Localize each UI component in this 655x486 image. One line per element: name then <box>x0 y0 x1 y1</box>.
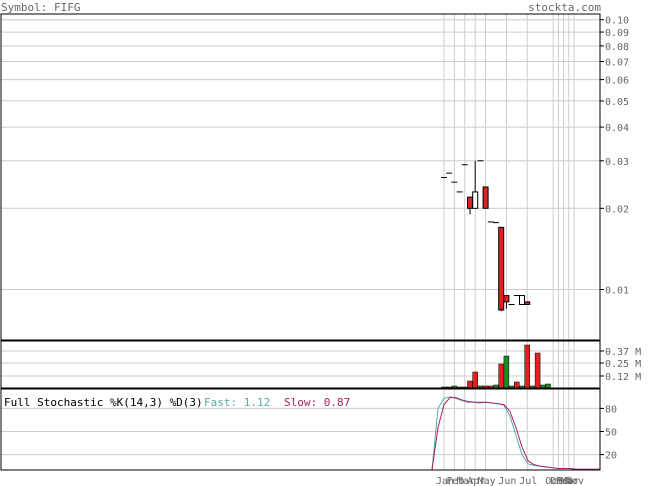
volume-bar <box>514 381 520 389</box>
y-tick-label: 0.07 <box>605 58 629 69</box>
candle-body <box>482 186 489 209</box>
x-tick-label: Jun <box>498 476 516 486</box>
y-tick-label: 0.01 <box>605 286 629 297</box>
candle-body <box>467 196 473 209</box>
y-tick-label: 0.12 M <box>605 372 641 383</box>
x-tick-label: Oct <box>545 476 563 486</box>
y-tick-label: 0.06 <box>605 76 629 87</box>
x-tick-label: Mar <box>561 476 579 486</box>
x-tick-label: May <box>478 476 496 486</box>
y-tick-label: 0.37 M <box>605 347 641 358</box>
x-tick-label: Dec <box>550 476 568 486</box>
volume-bar <box>534 352 541 389</box>
stochastic-line-slow <box>431 397 600 471</box>
stochastic-line-fast <box>431 396 600 471</box>
y-tick-label: 50 <box>605 428 617 439</box>
y-tick-label: 0.04 <box>605 123 629 134</box>
x-tick-label: Feb <box>446 476 464 486</box>
y-tick-label: 20 <box>605 451 617 462</box>
volume-bar <box>467 380 473 389</box>
site-label[interactable]: stockta.com <box>528 1 601 14</box>
volume-bar <box>472 371 478 389</box>
candle-body <box>503 295 510 303</box>
stochastic-title: Full Stochastic %K(14,3) %D(3) <box>4 396 203 409</box>
volume-panel: 0.37 M0.25 M 0.12 M <box>0 340 641 389</box>
stochastic-frame <box>0 388 601 471</box>
x-tick-label: Mar <box>457 476 475 486</box>
y-tick-label: 0.03 <box>605 157 629 168</box>
stochastic-fast-label: Fast: 1.12 <box>204 396 270 409</box>
symbol-label: Symbol: FIFG <box>1 1 81 14</box>
candle-body <box>524 301 531 306</box>
y-tick-label: 0.09 <box>605 28 629 39</box>
price-panel: 0.100.09 0.08 0.07 0.06 0.05 0.04 0.03 0.02 0.01 <box>0 13 629 341</box>
volume-bar <box>498 363 504 389</box>
volume-bar <box>503 355 510 389</box>
y-tick-label: 0.08 <box>605 42 629 53</box>
y-tick-label: 0.25 M <box>605 359 641 370</box>
y-tick-label: 0.02 <box>605 204 629 215</box>
y-tick-label: 0.05 <box>605 97 629 108</box>
candle-body <box>472 191 479 209</box>
x-tick-label: Jan <box>436 476 454 486</box>
stochastic-panel: Full Stochastic %K(14,3) %D(3) Fast: 1.1… <box>0 388 617 471</box>
volume-frame <box>0 340 601 389</box>
y-tick-label: 0.10 <box>605 16 629 27</box>
x-tick-label: Apr <box>467 476 485 486</box>
candle-body <box>519 295 525 306</box>
x-tick-label: Jul <box>519 476 537 486</box>
stochastic-slow-label: Slow: 0.87 <box>284 396 350 409</box>
x-tick-label: Nov <box>566 476 584 486</box>
volume-bar <box>524 344 530 389</box>
y-tick-label: 80 <box>605 404 617 415</box>
price-frame <box>0 13 601 341</box>
candle-body <box>498 226 505 311</box>
x-tick-label: Feb <box>556 476 574 486</box>
volume-bar <box>545 383 551 389</box>
